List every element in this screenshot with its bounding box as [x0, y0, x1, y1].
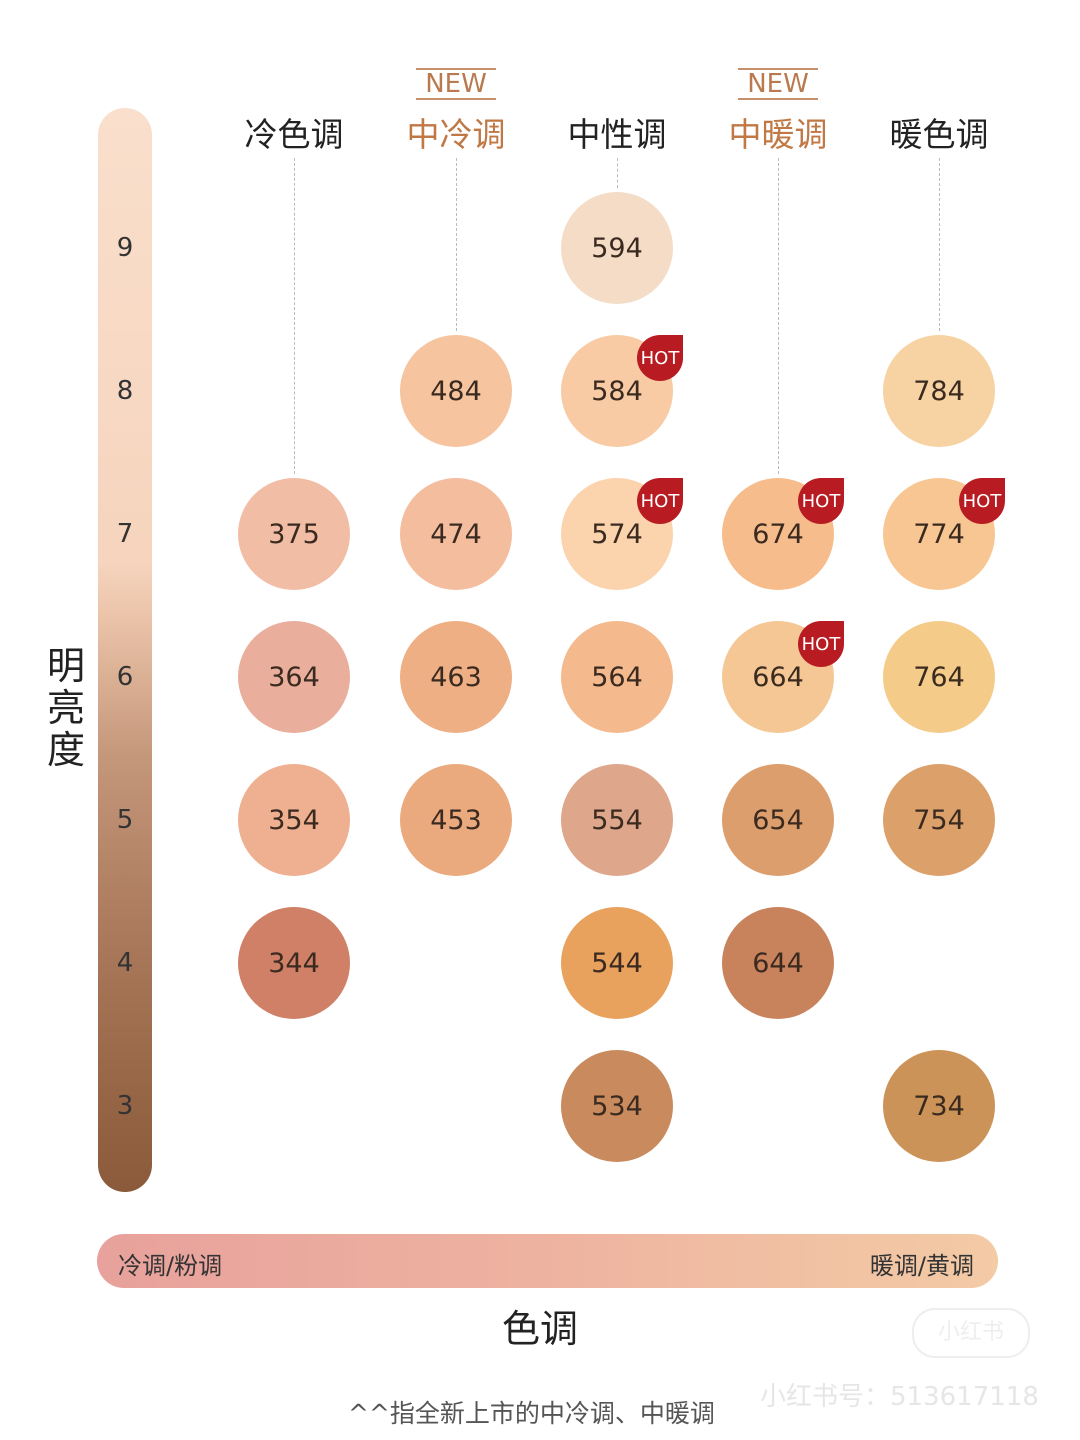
footnote: ^^指全新上市的中冷调、中暖调: [348, 1399, 715, 1428]
y-axis-label: 明亮度: [46, 644, 85, 772]
column-guide-line: [939, 158, 940, 331]
column-header: 中冷调: [406, 115, 506, 154]
shade-swatch: 764: [883, 621, 995, 733]
level-tick-label: 9: [116, 233, 134, 263]
shade-swatch: 364: [238, 621, 350, 733]
tone-left-label: 冷调/粉调: [118, 1252, 223, 1280]
column-header: 暖色调: [889, 115, 989, 154]
new-tag: NEW: [416, 68, 496, 100]
shade-swatch: 463: [400, 621, 512, 733]
shade-swatch: 734: [883, 1050, 995, 1162]
shade-swatch: 674: [722, 478, 834, 590]
shade-swatch: 344: [238, 907, 350, 1019]
level-tick-label: 7: [116, 519, 134, 549]
shade-swatch: 484: [400, 335, 512, 447]
watermark: 小红书号：513617118: [760, 1382, 1039, 1412]
shade-swatch: 474: [400, 478, 512, 590]
level-tick-label: 6: [116, 662, 134, 692]
new-tag: NEW: [738, 68, 818, 100]
x-axis-label: 色调: [501, 1307, 578, 1351]
shade-swatch: 784: [883, 335, 995, 447]
shade-swatch: 564: [561, 621, 673, 733]
column-guide-line: [456, 158, 457, 331]
shade-swatch: 594: [561, 192, 673, 304]
column-guide-line: [778, 158, 779, 474]
shade-swatch: 554: [561, 764, 673, 876]
shade-swatch: 354: [238, 764, 350, 876]
column-guide-line: [294, 158, 295, 474]
shade-swatch: 375: [238, 478, 350, 590]
shade-swatch: 534: [561, 1050, 673, 1162]
hot-badge: HOT: [637, 335, 683, 381]
column-header: 中性调: [567, 115, 667, 154]
tone-right-label: 暖调/黄调: [869, 1252, 974, 1280]
shade-swatch: 644: [722, 907, 834, 1019]
hot-badge: HOT: [798, 478, 844, 524]
shade-swatch: 754: [883, 764, 995, 876]
watermark-logo: 小红书: [912, 1308, 1030, 1358]
column-header: 中暖调: [728, 115, 828, 154]
tone-gradient-bar: [97, 1234, 998, 1288]
hot-badge: HOT: [959, 478, 1005, 524]
level-tick-label: 4: [116, 948, 134, 978]
column-header: 冷色调: [244, 115, 344, 154]
hot-badge: HOT: [637, 478, 683, 524]
shade-swatch: 453: [400, 764, 512, 876]
shade-swatch: 654: [722, 764, 834, 876]
level-tick-label: 5: [116, 805, 134, 835]
level-tick-label: 3: [116, 1091, 134, 1121]
hot-badge: HOT: [798, 621, 844, 667]
level-tick-label: 8: [116, 376, 134, 406]
column-guide-line: [617, 158, 618, 188]
shade-swatch: 544: [561, 907, 673, 1019]
brightness-gradient-bar: [98, 108, 152, 1192]
